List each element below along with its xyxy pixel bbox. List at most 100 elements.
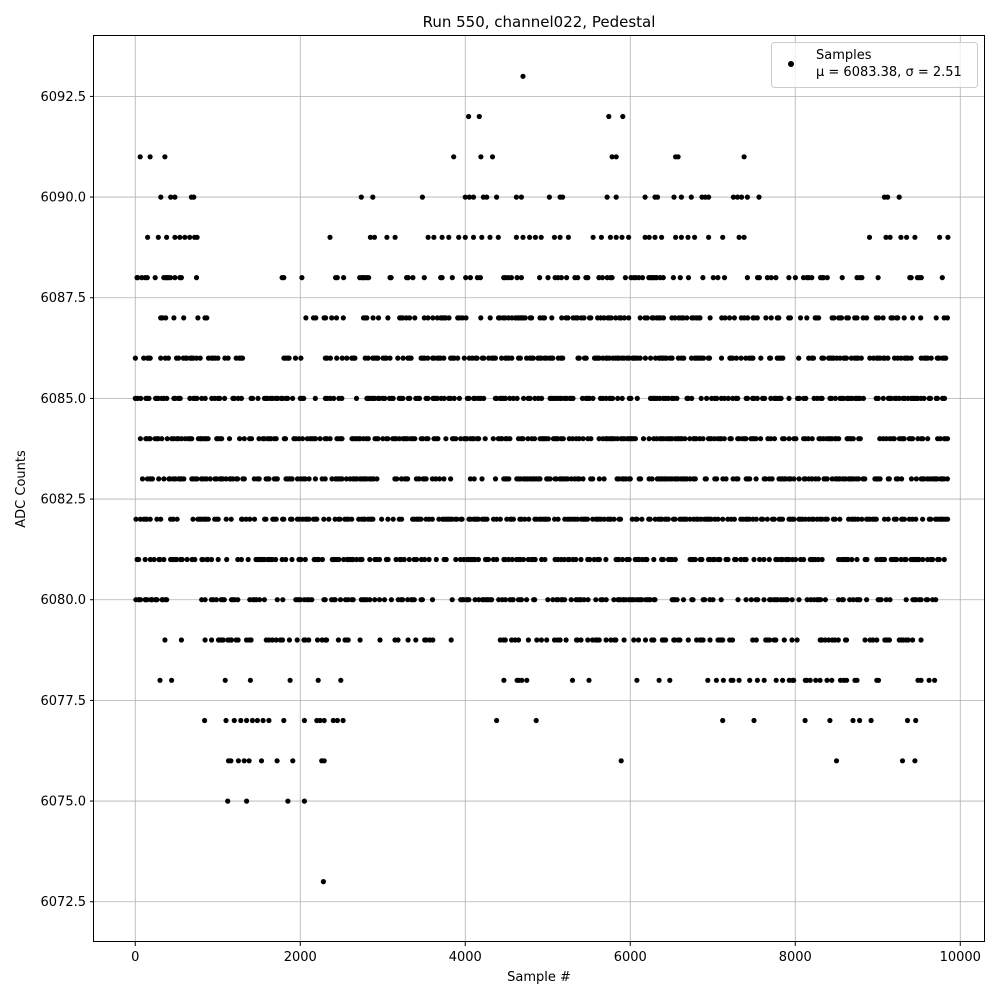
sample-point bbox=[459, 315, 465, 321]
sample-point bbox=[883, 234, 889, 240]
sample-point bbox=[546, 194, 553, 200]
sample-point bbox=[557, 234, 563, 240]
sample-point bbox=[312, 476, 318, 482]
sample-point bbox=[564, 476, 571, 482]
sample-point bbox=[313, 315, 319, 321]
sample-point bbox=[754, 395, 760, 401]
sample-point bbox=[510, 395, 516, 401]
sample-point bbox=[753, 516, 759, 522]
sample-point bbox=[193, 275, 200, 281]
sample-point bbox=[626, 556, 632, 563]
sample-point bbox=[507, 395, 513, 401]
sample-point bbox=[425, 315, 431, 321]
sample-point bbox=[298, 556, 304, 563]
sample-point bbox=[170, 516, 176, 522]
sample-point bbox=[413, 556, 420, 563]
sample-point bbox=[395, 637, 401, 643]
sample-point bbox=[466, 194, 472, 200]
sample-point bbox=[887, 597, 893, 603]
sample-point bbox=[273, 556, 279, 563]
sample-point bbox=[412, 315, 418, 321]
sample-point bbox=[629, 516, 635, 522]
sample-point bbox=[730, 194, 737, 200]
sample-point bbox=[714, 476, 720, 482]
sample-point bbox=[466, 395, 472, 401]
sample-point bbox=[392, 234, 398, 240]
sample-point bbox=[286, 355, 292, 361]
sample-point bbox=[476, 597, 482, 603]
sample-point bbox=[809, 275, 815, 281]
sample-point bbox=[840, 597, 846, 603]
sample-point bbox=[237, 436, 243, 442]
sample-point bbox=[920, 556, 926, 563]
sample-point bbox=[729, 637, 736, 643]
sample-point bbox=[248, 436, 255, 442]
sample-point bbox=[575, 275, 581, 281]
sample-point bbox=[769, 476, 775, 482]
sample-point bbox=[132, 355, 138, 361]
sample-point bbox=[394, 476, 400, 482]
sample-point bbox=[886, 637, 893, 643]
sample-point bbox=[365, 436, 371, 442]
sample-point bbox=[883, 436, 889, 442]
sample-point bbox=[281, 717, 287, 724]
sample-point bbox=[204, 315, 210, 321]
y-tick-label: 6087.5 bbox=[41, 291, 87, 306]
sample-point bbox=[263, 516, 269, 522]
sample-point bbox=[312, 395, 318, 401]
sample-point bbox=[608, 315, 614, 321]
sample-point bbox=[836, 436, 842, 442]
sample-point bbox=[704, 395, 710, 401]
sample-point bbox=[827, 717, 833, 724]
sample-point bbox=[896, 395, 903, 401]
legend-stats: μ = 6083.38, σ = 2.51 bbox=[816, 65, 962, 80]
sample-point bbox=[764, 516, 770, 522]
sample-point bbox=[164, 234, 170, 240]
sample-point bbox=[908, 476, 915, 482]
sample-point bbox=[616, 556, 622, 563]
sample-point bbox=[151, 556, 157, 563]
sample-point bbox=[226, 436, 233, 442]
sample-point bbox=[413, 637, 419, 643]
sample-point bbox=[478, 154, 484, 160]
sample-point bbox=[443, 556, 449, 563]
sample-point bbox=[430, 315, 436, 321]
sample-point bbox=[419, 194, 425, 200]
sample-point bbox=[675, 154, 681, 160]
sample-point bbox=[718, 355, 725, 361]
sample-point bbox=[149, 476, 155, 482]
sample-point bbox=[524, 597, 530, 603]
sample-point bbox=[713, 677, 720, 683]
sample-point bbox=[358, 194, 364, 200]
legend: Samples μ = 6083.38, σ = 2.51 bbox=[771, 42, 978, 88]
sample-point bbox=[421, 275, 427, 281]
sample-point bbox=[646, 436, 652, 442]
sample-point bbox=[463, 315, 469, 321]
sample-point bbox=[688, 194, 694, 200]
sample-point bbox=[648, 355, 654, 361]
sample-point bbox=[786, 436, 792, 442]
sample-point bbox=[768, 436, 774, 442]
sample-point bbox=[687, 436, 693, 442]
sample-point bbox=[244, 798, 250, 804]
sample-point bbox=[499, 355, 505, 361]
sample-point bbox=[243, 516, 249, 522]
sample-point bbox=[137, 154, 143, 160]
sample-point bbox=[487, 234, 493, 240]
sample-point bbox=[558, 275, 565, 281]
sample-point bbox=[918, 677, 924, 683]
sample-point bbox=[598, 234, 605, 240]
sample-point bbox=[603, 637, 609, 643]
sample-point bbox=[751, 556, 757, 563]
sample-point bbox=[153, 597, 159, 603]
sample-point bbox=[380, 436, 386, 442]
sample-point bbox=[944, 436, 951, 442]
sample-point bbox=[642, 234, 648, 240]
sample-point bbox=[306, 476, 312, 482]
sample-point bbox=[393, 556, 399, 563]
sample-point bbox=[933, 315, 939, 321]
sample-point bbox=[778, 395, 784, 401]
sample-point bbox=[520, 73, 526, 79]
sample-point bbox=[385, 516, 391, 522]
sample-point bbox=[660, 315, 667, 321]
